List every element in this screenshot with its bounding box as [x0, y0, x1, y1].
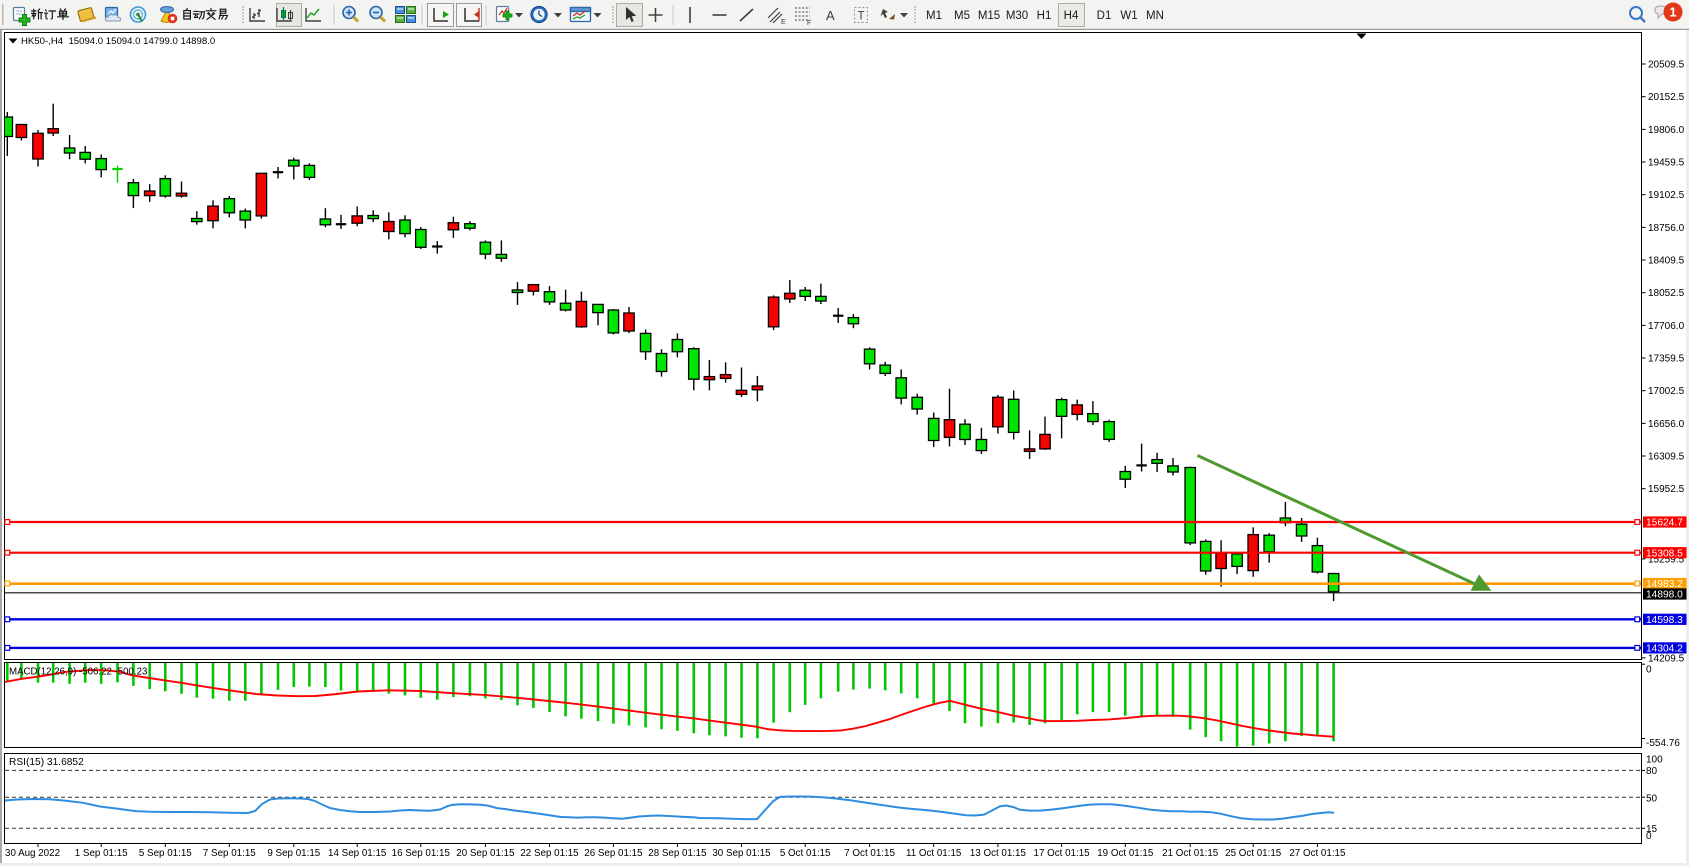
svg-text:21 Oct 01:15: 21 Oct 01:15	[1162, 848, 1219, 859]
svg-text:15624.7: 15624.7	[1646, 518, 1683, 529]
svg-text:1: 1	[1669, 5, 1676, 20]
svg-text:H1: H1	[1037, 10, 1052, 22]
svg-text:M30: M30	[1006, 10, 1028, 22]
svg-text:T: T	[858, 11, 865, 23]
svg-text:M1: M1	[926, 10, 942, 22]
svg-text:11 Oct 01:15: 11 Oct 01:15	[906, 848, 962, 859]
svg-text:17359.5: 17359.5	[1648, 354, 1685, 365]
svg-text:E: E	[781, 19, 786, 26]
svg-text:30 Sep 01:15: 30 Sep 01:15	[712, 848, 771, 859]
svg-text:17706.0: 17706.0	[1648, 321, 1685, 332]
svg-text:M15: M15	[978, 10, 1000, 22]
svg-text:20152.5: 20152.5	[1648, 92, 1685, 103]
svg-text:9 Sep 01:15: 9 Sep 01:15	[267, 848, 320, 859]
svg-text:16656.0: 16656.0	[1648, 419, 1685, 430]
svg-text:17002.5: 17002.5	[1648, 386, 1685, 397]
svg-text:14 Sep 01:15: 14 Sep 01:15	[328, 848, 387, 859]
svg-text:M5: M5	[954, 10, 970, 22]
svg-text:5 Sep 01:15: 5 Sep 01:15	[139, 848, 192, 859]
svg-text:18052.5: 18052.5	[1648, 288, 1685, 299]
svg-text:17 Oct 01:15: 17 Oct 01:15	[1034, 848, 1091, 859]
svg-text:0: 0	[1646, 831, 1652, 842]
svg-text:22 Sep 01:15: 22 Sep 01:15	[520, 848, 579, 859]
svg-text:16 Sep 01:15: 16 Sep 01:15	[392, 848, 451, 859]
svg-text:100: 100	[1646, 754, 1663, 765]
svg-text:27 Oct 01:15: 27 Oct 01:15	[1289, 848, 1346, 859]
svg-text:F: F	[807, 20, 811, 27]
svg-text:A: A	[826, 8, 835, 23]
svg-text:16309.5: 16309.5	[1648, 452, 1685, 463]
svg-text:7 Oct 01:15: 7 Oct 01:15	[844, 848, 895, 859]
svg-text:18756.0: 18756.0	[1648, 223, 1685, 234]
svg-text:19 Oct 01:15: 19 Oct 01:15	[1097, 848, 1154, 859]
svg-text:26 Sep 01:15: 26 Sep 01:15	[584, 848, 643, 859]
svg-text:20509.5: 20509.5	[1648, 60, 1685, 71]
svg-text:1 Sep 01:15: 1 Sep 01:15	[75, 848, 128, 859]
svg-text:14983.2: 14983.2	[1646, 579, 1683, 590]
svg-text:19459.5: 19459.5	[1648, 158, 1685, 169]
svg-text:5 Oct 01:15: 5 Oct 01:15	[780, 848, 831, 859]
svg-text:RSI(15) 31.6852: RSI(15) 31.6852	[9, 757, 84, 768]
svg-text:H4: H4	[1064, 10, 1079, 22]
svg-text:50: 50	[1646, 794, 1658, 805]
svg-text:MN: MN	[1146, 10, 1164, 22]
svg-text:D1: D1	[1097, 10, 1112, 22]
svg-text:14304.2: 14304.2	[1646, 644, 1683, 655]
svg-text:15952.5: 15952.5	[1648, 484, 1685, 495]
svg-text:-554.76: -554.76	[1646, 738, 1680, 749]
svg-text:7 Sep 01:15: 7 Sep 01:15	[203, 848, 256, 859]
svg-text:28 Sep 01:15: 28 Sep 01:15	[648, 848, 707, 859]
svg-text:0: 0	[1646, 664, 1652, 675]
svg-text:19806.0: 19806.0	[1648, 125, 1685, 136]
svg-text:14898.0: 14898.0	[1646, 590, 1683, 601]
svg-text:25 Oct 01:15: 25 Oct 01:15	[1225, 848, 1282, 859]
svg-text:14598.3: 14598.3	[1646, 615, 1683, 626]
svg-text:15259.5: 15259.5	[1648, 554, 1685, 565]
svg-text:20 Sep 01:15: 20 Sep 01:15	[456, 848, 515, 859]
svg-text:MACD(12,26,9) -506.22 -500.23: MACD(12,26,9) -506.22 -500.23	[9, 667, 147, 678]
svg-text:14209.5: 14209.5	[1648, 653, 1685, 664]
svg-text:HK50-,H4 15094.0 15094.0 1479: HK50-,H4 15094.0 15094.0 14799.0 14898.0	[21, 36, 215, 47]
svg-text:19102.5: 19102.5	[1648, 190, 1685, 201]
svg-text:15308.5: 15308.5	[1646, 548, 1683, 559]
svg-text:80: 80	[1646, 766, 1658, 777]
svg-text:30 Aug 2022: 30 Aug 2022	[5, 848, 60, 859]
svg-text:13 Oct 01:15: 13 Oct 01:15	[970, 848, 1027, 859]
svg-text:18409.5: 18409.5	[1648, 256, 1685, 267]
svg-text:15: 15	[1646, 824, 1658, 835]
svg-text:W1: W1	[1120, 10, 1137, 22]
